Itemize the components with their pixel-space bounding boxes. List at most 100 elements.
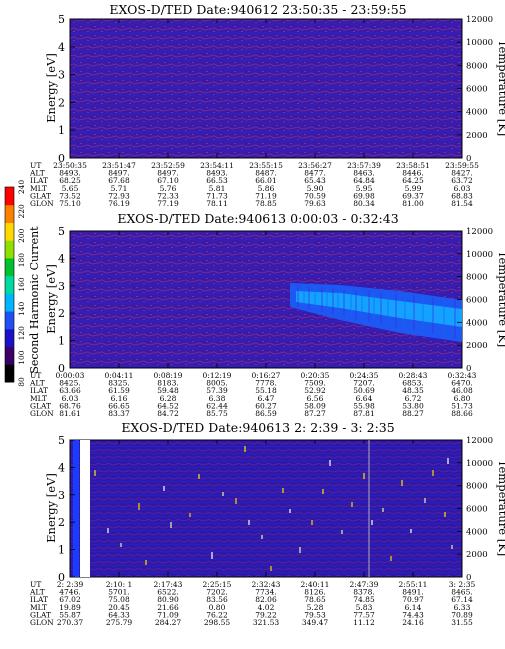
ephemeris-row-label: GLON — [30, 199, 54, 208]
ephemeris-cell: 31.55 — [451, 618, 473, 627]
ephemeris-cell: 19.89 — [59, 603, 81, 612]
ephemeris-cell: 78.65 — [304, 595, 326, 604]
panel-2-enhanced-band-core — [296, 291, 462, 327]
ephemeris-cell: 88.27 — [402, 409, 424, 418]
panel-2-y2-axis-label: Temperature [K] — [496, 251, 505, 348]
ephemeris-cell: 71.19 — [255, 191, 277, 200]
ephemeris-cell: 84.72 — [157, 409, 179, 418]
energy-tick-label: 3 — [58, 69, 65, 82]
ephemeris-cell: 298.55 — [204, 618, 230, 627]
ephemeris-cell: 5.28 — [307, 603, 324, 612]
ephemeris-cell: 70.89 — [451, 610, 473, 619]
ephemeris-cell: 8425. — [59, 379, 80, 388]
temperature-tick-label: 2000 — [466, 341, 488, 351]
ephemeris-cell: 76.22 — [206, 610, 228, 619]
ephemeris-cell: 5.86 — [258, 184, 275, 193]
colorbar-tick-label: 240 — [17, 180, 26, 195]
ephemeris-cell: 23:57:39 — [347, 161, 381, 170]
energy-tick-label: 0 — [58, 571, 65, 584]
colorbar-cell — [5, 311, 14, 330]
ephemeris-cell: 8491. — [402, 588, 423, 597]
panel-3-spectrogram — [69, 439, 463, 578]
panel-1-y2-ticks: 0 2000 4000 6000 8000 10000 12000 — [457, 15, 493, 164]
ephemeris-row-label: MLT — [30, 603, 47, 612]
panel-1-x-ticks — [69, 19, 463, 158]
ephemeris-cell: 23:51:47 — [102, 161, 136, 170]
ephemeris-cell: 68.83 — [451, 191, 473, 200]
ephemeris-cell: 8183. — [157, 379, 178, 388]
energy-tick-label: 2 — [58, 307, 65, 320]
ephemeris-cell: 5.76 — [160, 184, 177, 193]
temperature-tick-label: 0 — [466, 364, 471, 374]
ephemeris-row-label: ILAT — [30, 595, 48, 604]
energy-tick-label: 2 — [58, 516, 65, 529]
ephemeris-cell: 5701. — [108, 588, 129, 597]
energy-tick-label: 1 — [58, 124, 65, 137]
ephemeris-cell: 66.01 — [255, 176, 276, 185]
ephemeris-cell: 6.33 — [454, 603, 471, 612]
ephemeris-cell: 74.85 — [353, 595, 375, 604]
ephemeris-cell: 270.37 — [57, 618, 83, 627]
temperature-tick-label: 12000 — [466, 436, 493, 446]
ephemeris-row-label: ILAT — [30, 386, 48, 395]
ephemeris-cell: 8465. — [451, 588, 472, 597]
ephemeris-row-label: GLAT — [30, 191, 51, 200]
ephemeris-row-label: GLAT — [30, 401, 51, 410]
ephemeris-cell: 81.00 — [402, 199, 424, 208]
ephemeris-cell: 11.12 — [353, 618, 375, 627]
temperature-tick-label: 10000 — [466, 38, 493, 48]
ephemeris-cell: 59.48 — [157, 386, 179, 395]
temperature-tick-label: 12000 — [466, 15, 493, 25]
ephemeris-cell: 23:54:11 — [200, 161, 234, 170]
ephemeris-row-label: ALT — [29, 379, 45, 388]
ephemeris-cell: 46.08 — [451, 386, 473, 395]
ephemeris-cell: 87.27 — [304, 409, 326, 418]
ephemeris-cell: 81.54 — [451, 199, 473, 208]
ephemeris-cell: 5.83 — [356, 603, 373, 612]
panel-1-ephemeris-table: UT 23:50:35 23:51:47 23:52:59 23:54:11 23:55:… — [29, 161, 479, 208]
ephemeris-cell: 52.92 — [304, 386, 326, 395]
panel-3-ephemeris-table: UT 2: 2:39 2:10: 1 2:17:43 2:25:15 2:32:43 2:4… — [29, 580, 475, 627]
colorbar-tick-label: 200 — [17, 228, 26, 243]
ephemeris-cell: 8497. — [157, 169, 178, 178]
ephemeris-row-label: ILAT — [30, 176, 48, 185]
ephemeris-row-label: GLAT — [30, 610, 51, 619]
ephemeris-cell: 8325. — [108, 379, 129, 388]
temperature-tick-label: 4000 — [466, 318, 488, 328]
ephemeris-cell: 0.80 — [209, 603, 226, 612]
colorbar-tick-label: 120 — [17, 326, 26, 341]
energy-tick-label: 4 — [58, 41, 65, 54]
ephemeris-cell: 23:52:59 — [151, 161, 185, 170]
ephemeris-cell: 6.16 — [111, 394, 128, 403]
ephemeris-cell: 71.73 — [206, 191, 228, 200]
energy-tick-label: 4 — [58, 252, 65, 265]
colorbar-tick-label: 100 — [17, 350, 26, 365]
ephemeris-row-label: MLT — [30, 184, 47, 193]
ephemeris-cell: 275.79 — [106, 618, 132, 627]
panel-3-x-ticks — [69, 440, 463, 577]
ephemeris-cell: 55.87 — [59, 610, 81, 619]
ephemeris-cell: 6.03 — [62, 394, 79, 403]
temperature-tick-label: 4000 — [466, 108, 488, 118]
ephemeris-cell: 8497. — [108, 169, 129, 178]
ephemeris-row-label: UT — [30, 161, 41, 170]
ephemeris-cell: 23:50:35 — [53, 161, 87, 170]
temperature-tick-label: 8000 — [466, 273, 488, 283]
ephemeris-cell: 69.98 — [353, 191, 375, 200]
ephemeris-cell: 8477. — [304, 169, 325, 178]
colorbar-frame — [4, 186, 15, 383]
ephemeris-cell: 81.61 — [59, 409, 80, 418]
ephemeris-cell: 7202. — [206, 588, 227, 597]
colorbar-cell — [5, 204, 14, 223]
energy-tick-label: 5 — [58, 434, 65, 447]
ephemeris-cell: 2:55:11 — [399, 580, 428, 589]
panel-3-white-gap — [80, 440, 90, 577]
ephemeris-cell: 8126. — [304, 588, 325, 597]
ephemeris-cell: 58.09 — [304, 401, 326, 410]
ephemeris-cell: 69.37 — [402, 191, 424, 200]
ephemeris-cell: 0:12:19 — [203, 371, 232, 380]
panel-3: EXOS-D/TED Date:940613 2: 2:39 - 3: 2:35… — [29, 420, 505, 627]
ephemeris-cell: 72.93 — [108, 191, 130, 200]
ephemeris-cell: 8493. — [59, 169, 80, 178]
ephemeris-cell: 8487. — [255, 169, 276, 178]
